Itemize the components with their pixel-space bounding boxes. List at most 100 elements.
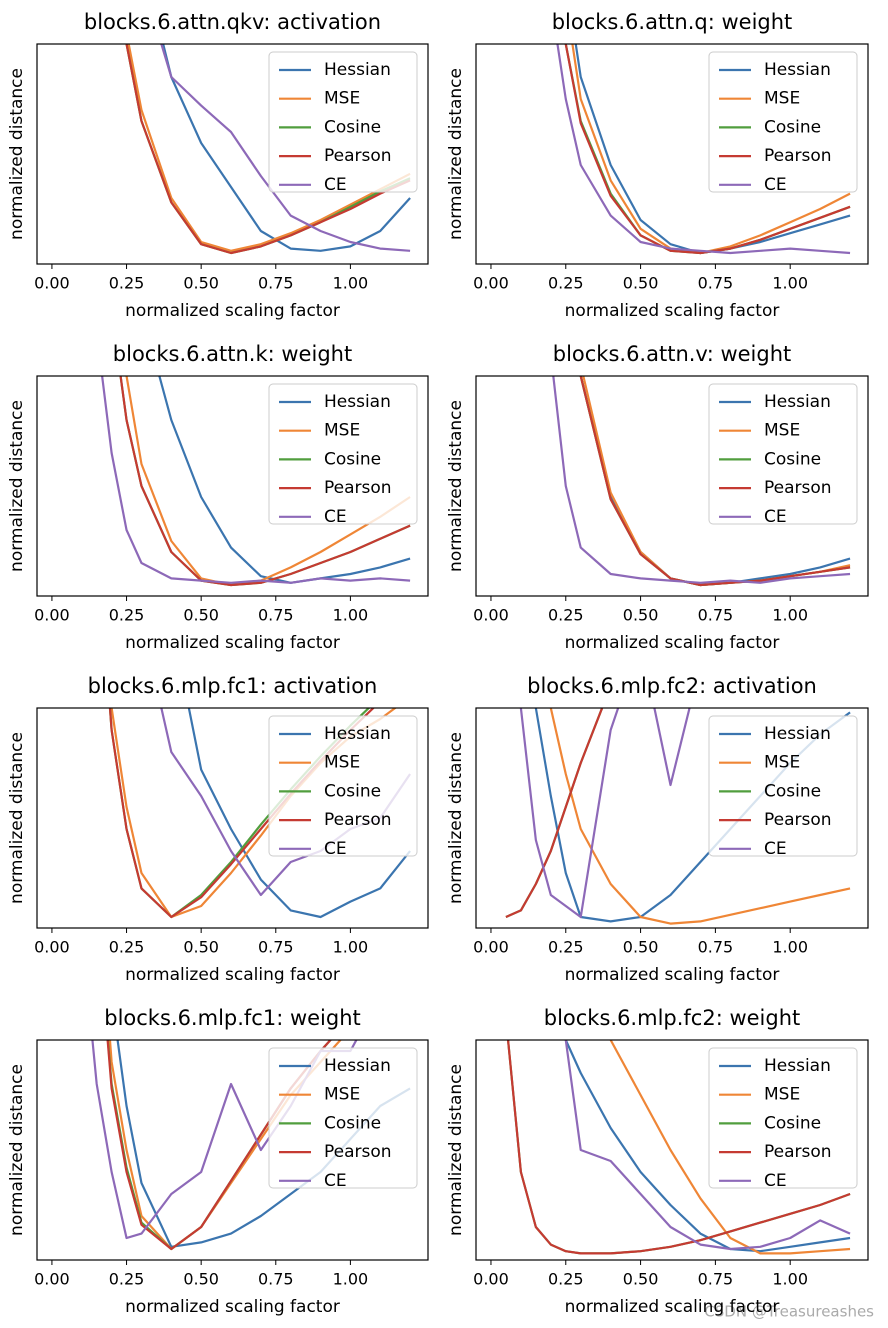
legend-label: Cosine bbox=[324, 449, 381, 469]
y-axis-label: normalized distance bbox=[7, 68, 27, 240]
legend-label: MSE bbox=[764, 89, 800, 109]
x-tick-label: 0.25 bbox=[109, 1270, 145, 1289]
legend-label: MSE bbox=[324, 89, 360, 109]
legend-label: CE bbox=[764, 175, 787, 195]
x-axis-label: normalized scaling factor bbox=[125, 301, 340, 321]
x-tick-label: 1.00 bbox=[772, 606, 808, 625]
legend-label: Hessian bbox=[764, 392, 831, 412]
x-tick-label: 0.25 bbox=[548, 606, 584, 625]
x-tick-label: 0.25 bbox=[548, 1270, 584, 1289]
legend-label: Hessian bbox=[764, 60, 831, 80]
plot-area bbox=[556, 44, 851, 255]
legend-label: Pearson bbox=[324, 146, 392, 166]
axes-frame bbox=[36, 707, 429, 929]
x-tick-label: 0.75 bbox=[258, 938, 294, 957]
legend-label: Hessian bbox=[764, 724, 831, 744]
series-line bbox=[506, 1040, 851, 1255]
series-line bbox=[571, 44, 851, 255]
series-line bbox=[160, 44, 411, 252]
x-tick-label: 0.00 bbox=[34, 1270, 70, 1289]
x-tick-label: 1.00 bbox=[772, 274, 808, 293]
series-line bbox=[101, 376, 411, 584]
x-axis-label: normalized scaling factor bbox=[565, 633, 780, 653]
x-tick-label: 1.00 bbox=[333, 274, 369, 293]
axes-frame bbox=[36, 1039, 429, 1261]
y-axis-label: normalized distance bbox=[446, 732, 466, 904]
x-tick-label: 0.75 bbox=[698, 1270, 734, 1289]
x-tick-label: 0.75 bbox=[258, 1270, 294, 1289]
x-tick-label: 0.00 bbox=[34, 274, 70, 293]
axes-frame bbox=[475, 375, 869, 597]
series-line bbox=[579, 376, 851, 587]
x-tick-label: 0.50 bbox=[183, 938, 219, 957]
chart-title: blocks.6.mlp.fc1: weight bbox=[104, 1006, 361, 1030]
series-line bbox=[564, 44, 851, 255]
legend-label: CE bbox=[324, 175, 347, 195]
axes-frame bbox=[36, 43, 429, 265]
x-tick-label: 0.25 bbox=[109, 938, 145, 957]
x-tick-label: 0.75 bbox=[258, 606, 294, 625]
x-tick-label: 0.50 bbox=[183, 606, 219, 625]
plot-area bbox=[125, 44, 411, 255]
legend-label: Cosine bbox=[324, 1113, 381, 1133]
axes-frame bbox=[475, 1039, 869, 1261]
series-line bbox=[187, 708, 411, 919]
x-tick-label: 1.00 bbox=[772, 938, 808, 957]
series-line bbox=[158, 376, 411, 584]
chart-title: blocks.6.mlp.fc2: weight bbox=[544, 1006, 801, 1030]
legend-label: Pearson bbox=[764, 146, 832, 166]
chart-title: blocks.6.attn.k: weight bbox=[113, 342, 352, 366]
x-tick-label: 1.00 bbox=[333, 1270, 369, 1289]
legend-label: CE bbox=[764, 1171, 787, 1191]
legend-label: MSE bbox=[764, 421, 800, 441]
legend-label: Hessian bbox=[324, 392, 391, 412]
legend-label: Pearson bbox=[324, 1142, 392, 1162]
legend-label: CE bbox=[324, 839, 347, 859]
legend-label: Pearson bbox=[764, 478, 832, 498]
series-line bbox=[519, 708, 691, 919]
legend-label: CE bbox=[324, 1171, 347, 1191]
y-axis-label: normalized distance bbox=[446, 400, 466, 572]
legend-label: Pearson bbox=[324, 478, 392, 498]
legend-label: Hessian bbox=[764, 1056, 831, 1076]
x-tick-label: 0.50 bbox=[623, 938, 659, 957]
chart-title: blocks.6.mlp.fc1: activation bbox=[88, 674, 378, 698]
x-axis-label: normalized scaling factor bbox=[565, 1297, 780, 1317]
legend-label: Cosine bbox=[324, 117, 381, 137]
legend-label: Cosine bbox=[764, 449, 821, 469]
x-tick-label: 0.75 bbox=[698, 274, 734, 293]
x-axis-label: normalized scaling factor bbox=[565, 301, 780, 321]
x-tick-label: 0.00 bbox=[473, 1270, 509, 1289]
legend-label: Cosine bbox=[324, 781, 381, 801]
x-tick-label: 1.00 bbox=[333, 606, 369, 625]
legend-label: MSE bbox=[764, 1085, 800, 1105]
x-tick-label: 0.75 bbox=[258, 274, 294, 293]
series-line bbox=[556, 44, 851, 255]
x-tick-label: 0.50 bbox=[623, 606, 659, 625]
x-tick-label: 0.50 bbox=[183, 1270, 219, 1289]
y-axis-label: normalized distance bbox=[7, 1064, 27, 1236]
axes-frame bbox=[475, 43, 869, 265]
x-tick-label: 1.00 bbox=[772, 1270, 808, 1289]
series-line bbox=[564, 1040, 851, 1251]
x-tick-label: 0.50 bbox=[623, 1270, 659, 1289]
x-tick-label: 0.00 bbox=[34, 938, 70, 957]
x-axis-label: normalized scaling factor bbox=[565, 965, 780, 985]
x-tick-label: 0.50 bbox=[623, 274, 659, 293]
series-line bbox=[505, 708, 604, 919]
legend-label: Pearson bbox=[764, 810, 832, 830]
legend-label: Hessian bbox=[324, 60, 391, 80]
x-tick-label: 0.00 bbox=[473, 938, 509, 957]
series-line bbox=[574, 44, 851, 255]
x-tick-label: 0.00 bbox=[473, 606, 509, 625]
plot-area bbox=[101, 376, 411, 587]
x-axis-label: normalized scaling factor bbox=[125, 1297, 340, 1317]
series-line bbox=[127, 44, 411, 252]
legend-label: Cosine bbox=[764, 117, 821, 137]
axes-frame bbox=[36, 375, 429, 597]
watermark: CSDN @Treasureashes bbox=[704, 1303, 874, 1321]
legend-label: Hessian bbox=[324, 1056, 391, 1076]
y-axis-label: normalized distance bbox=[446, 68, 466, 240]
x-tick-label: 0.75 bbox=[698, 938, 734, 957]
